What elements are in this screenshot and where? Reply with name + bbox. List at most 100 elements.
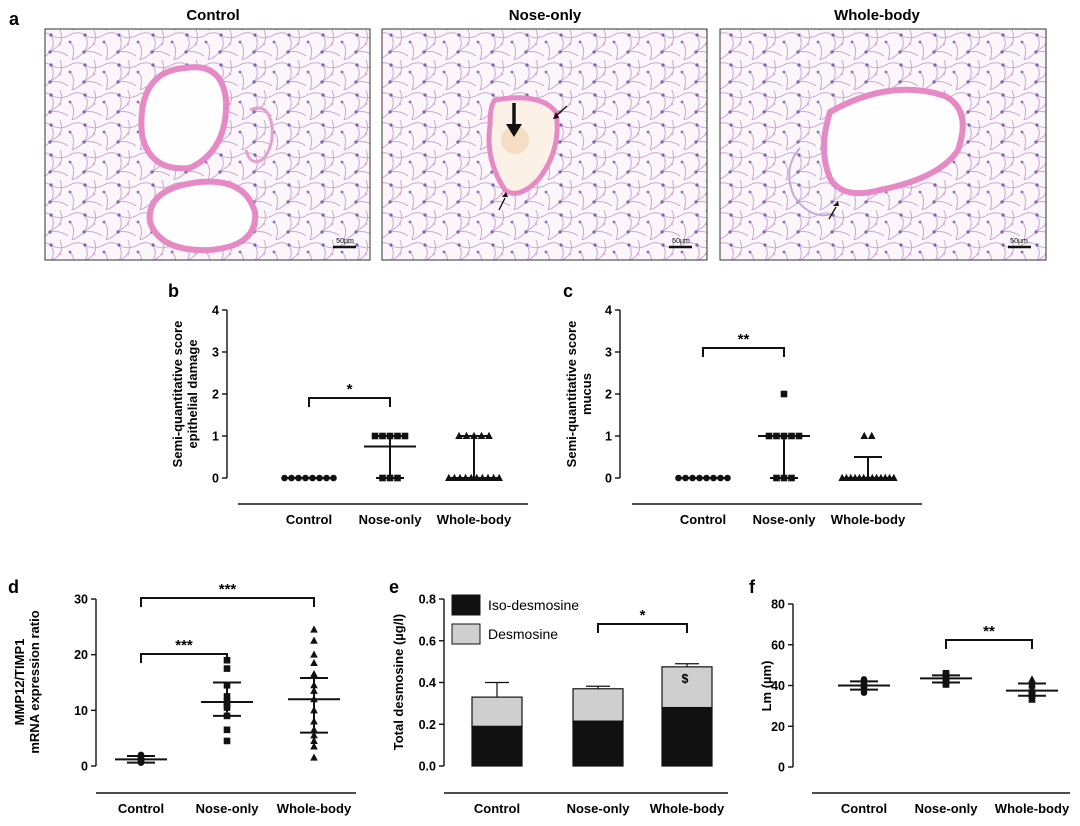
y-tick-label: 80 xyxy=(771,598,785,612)
scale-bar-label-whole-body: 50µm xyxy=(1010,238,1028,245)
y-axis-label: Semi-quantitative score xyxy=(564,321,579,468)
data-point xyxy=(310,636,318,644)
group-control xyxy=(675,474,731,482)
data-point xyxy=(1028,675,1036,683)
panel-label: c xyxy=(563,281,573,301)
group-whole-body xyxy=(445,431,503,481)
y-tick-label: 4 xyxy=(605,304,612,318)
y-axis-label: mucus xyxy=(579,373,594,415)
y-axis-label: mRNA expression ratio xyxy=(27,610,42,753)
group-nose-only xyxy=(201,656,253,745)
y-tick-label: 10 xyxy=(74,704,88,718)
x-category-label: Nose-only xyxy=(359,512,423,527)
y-axis-label: Lm (µm) xyxy=(759,661,774,712)
x-category-label: Control xyxy=(286,512,332,527)
data-point xyxy=(860,431,869,439)
significance-label: * xyxy=(347,381,353,398)
y-tick-label: 0.4 xyxy=(419,676,436,690)
annotation-label: $ xyxy=(682,672,689,686)
x-category-label: Whole-body xyxy=(995,801,1070,816)
y-axis-label: Total desmosine (µg/l) xyxy=(391,614,406,751)
significance-bracket xyxy=(140,597,315,607)
x-category-label: Whole-body xyxy=(437,512,512,527)
y-axis-label: MMP12/TIMP1 xyxy=(12,639,27,726)
y-tick-label: 0.2 xyxy=(419,718,436,732)
significance-label: *** xyxy=(175,637,193,654)
panel-label: e xyxy=(389,577,399,597)
data-point xyxy=(310,742,318,750)
legend-swatch xyxy=(451,623,481,645)
data-point xyxy=(401,432,409,440)
significance-bracket xyxy=(945,639,1033,649)
y-tick-label: 0 xyxy=(605,472,612,486)
significance-label: ** xyxy=(738,331,750,348)
data-point xyxy=(485,431,493,439)
x-category-label: Nose-only xyxy=(567,801,631,816)
group-control xyxy=(115,751,167,766)
data-point xyxy=(223,665,231,672)
charts-layer: 0 1 2 3 4 Control Nose-only Whole-body Semi-quan… xyxy=(8,281,1070,816)
data-point xyxy=(310,669,318,678)
x-category-label: Whole-body xyxy=(831,512,906,527)
y-axis-label: epithelial damage xyxy=(185,339,200,448)
scale-bar-label-control: 50µm xyxy=(336,238,354,245)
bar-iso-desmosine xyxy=(661,706,713,767)
group-whole-body xyxy=(838,431,898,481)
legend-entry: Iso-desmosine xyxy=(488,597,579,613)
chart-b: 0 1 2 3 4 Control Nose-only Whole-body Semi-quan… xyxy=(168,281,528,527)
y-tick-label: 30 xyxy=(74,593,88,607)
data-point xyxy=(310,731,318,739)
micrograph-nose-only: Nose-only 50µm xyxy=(381,7,708,261)
y-tick-label: 1 xyxy=(212,430,219,444)
y-tick-label: 4 xyxy=(212,304,219,318)
x-category-label: Control xyxy=(680,512,726,527)
group-nose-only xyxy=(920,669,972,688)
y-tick-label: 60 xyxy=(771,638,785,652)
data-point xyxy=(455,431,463,439)
group-nose-only xyxy=(758,390,810,482)
x-category-label: Control xyxy=(474,801,520,816)
data-point xyxy=(371,432,379,440)
x-category-label: Control xyxy=(118,801,164,816)
y-tick-label: 40 xyxy=(771,679,785,693)
y-tick-label: 0 xyxy=(778,761,785,775)
group-whole-body xyxy=(288,625,340,761)
panel-label: f xyxy=(749,577,756,597)
x-category-label: Whole-body xyxy=(650,801,725,816)
y-tick-label: 2 xyxy=(212,388,219,402)
x-category-label: Nose-only xyxy=(196,801,260,816)
micrograph-title-control: Control xyxy=(186,7,239,24)
data-point xyxy=(867,431,876,439)
y-tick-label: 2 xyxy=(605,388,612,402)
bar-desmosine xyxy=(572,688,624,722)
legend-entry: Desmosine xyxy=(488,626,558,642)
x-category-label: Control xyxy=(841,801,887,816)
legend: Iso-desmosine Desmosine xyxy=(451,594,579,645)
micrograph-title-nose-only: Nose-only xyxy=(509,7,582,24)
x-category-label: Whole-body xyxy=(277,801,352,816)
x-category-label: Nose-only xyxy=(753,512,817,527)
y-tick-label: 3 xyxy=(212,346,219,360)
significance-bracket xyxy=(308,397,391,407)
micrograph-control: Control 50µm xyxy=(44,7,371,261)
group-nose-only xyxy=(364,432,416,482)
chart-f: 0 20 40 60 80 Control Nose-only Whole-body Lm (µ… xyxy=(749,577,1070,816)
data-point xyxy=(223,726,231,734)
y-tick-label: 0.0 xyxy=(419,760,436,774)
legend-swatch xyxy=(451,594,481,616)
significance-label: * xyxy=(640,607,646,624)
significance-bracket xyxy=(702,347,785,357)
group-control xyxy=(838,676,890,696)
data-point xyxy=(310,625,318,633)
data-point xyxy=(310,658,318,667)
significance-bracket xyxy=(140,653,228,663)
x-category-label: Nose-only xyxy=(915,801,979,816)
micrograph-whole-body: Whole-body 50µm xyxy=(719,7,1047,261)
y-tick-label: 20 xyxy=(74,648,88,662)
data-point xyxy=(223,737,231,745)
chart-c: 0 1 2 3 4 Control Nose-only Whole-body Semi-quan… xyxy=(563,281,922,527)
y-tick-label: 0.8 xyxy=(419,593,436,607)
bar-iso-desmosine xyxy=(572,720,624,767)
data-point xyxy=(310,736,318,744)
